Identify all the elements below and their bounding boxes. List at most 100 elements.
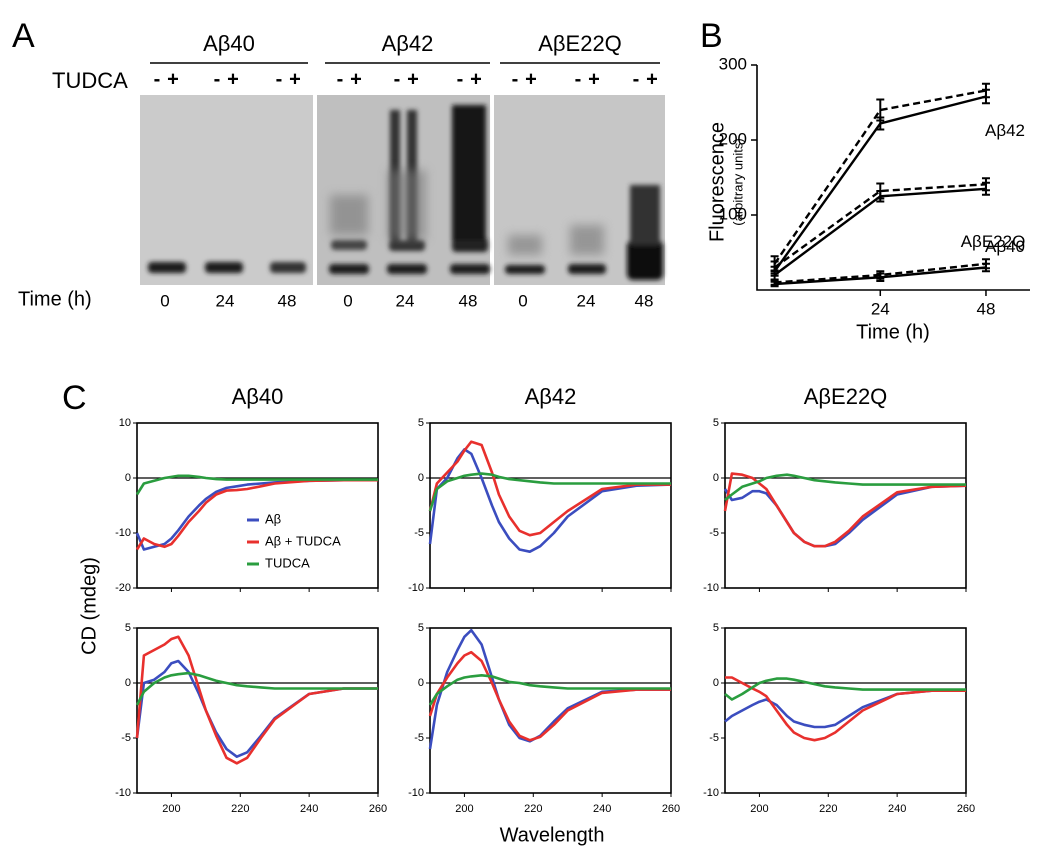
x-tick-label: 48 — [977, 299, 996, 318]
x-tick-label: 260 — [369, 803, 387, 815]
legend-label: Aβ — [265, 511, 281, 526]
error-bar — [981, 177, 990, 192]
sign-plus: + — [289, 68, 301, 90]
x-tick-label: 240 — [593, 803, 611, 815]
gel — [140, 95, 313, 285]
y-tick-label: 5 — [713, 622, 719, 634]
y-tick-label: -10 — [408, 787, 424, 799]
cd-spectrum — [135, 635, 378, 765]
y-tick-label: -5 — [121, 732, 131, 744]
series-label: Aβ42 — [985, 121, 1025, 140]
cd-spectrum — [724, 677, 966, 701]
x-tick-label: 200 — [162, 803, 180, 815]
cd-spectrum — [723, 472, 967, 548]
x-tick-label: 220 — [819, 803, 837, 815]
error-bar — [876, 270, 885, 280]
y-tick-label: -20 — [115, 582, 131, 594]
y-tick-label: -5 — [414, 527, 424, 539]
y-tick-label: -5 — [414, 732, 424, 744]
cd-spectrum — [724, 689, 966, 729]
time-tick-label: 0 — [518, 291, 527, 310]
y-axis-note: (arbitrary units) — [730, 138, 745, 225]
sign-plus: + — [588, 68, 600, 90]
y-tick-label: 200 — [719, 129, 747, 148]
x-tick-label: 240 — [888, 803, 906, 815]
y-tick-label: 0 — [713, 677, 719, 689]
y-tick-label: 5 — [418, 622, 424, 634]
x-axis-label: Wavelength — [500, 824, 605, 846]
group-label: Aβ42 — [382, 31, 434, 56]
panel-letter: C — [62, 379, 87, 417]
cd-spectrum — [135, 671, 378, 706]
sign-minus: - — [154, 68, 161, 90]
cd-spectrum — [428, 650, 671, 742]
group-label: AβE22Q — [538, 31, 622, 56]
y-tick-label: -10 — [115, 787, 131, 799]
sign-plus: + — [646, 68, 658, 90]
x-tick-label: 200 — [750, 803, 768, 815]
legend-label: TUDCA — [265, 555, 310, 570]
cd-spectrum — [135, 474, 378, 496]
y-tick-label: 5 — [713, 417, 719, 429]
group-label: Aβ40 — [203, 31, 255, 56]
error-bar — [981, 82, 990, 99]
time-tick-label: 0 — [160, 291, 169, 310]
y-tick-label: -10 — [703, 582, 719, 594]
series-label: AβE22Q — [961, 232, 1026, 251]
time-tick-label: 24 — [577, 291, 596, 310]
y-tick-label: -10 — [408, 582, 424, 594]
gel-smears — [330, 170, 604, 255]
y-tick-label: 0 — [125, 677, 131, 689]
x-tick-label: 260 — [662, 803, 680, 815]
y-tick-label: 5 — [125, 622, 131, 634]
error-bar — [876, 98, 885, 122]
plot-frame — [429, 627, 672, 794]
chart-title: AβE22Q — [804, 384, 888, 409]
cd-spectrum — [724, 473, 966, 502]
series-line — [773, 89, 987, 265]
time-tick-label: 48 — [278, 291, 297, 310]
cd-spectrum — [428, 440, 671, 537]
y-tick-label: -5 — [709, 732, 719, 744]
error-bar — [876, 182, 885, 200]
sign-minus: - — [394, 68, 401, 90]
sign-plus: + — [525, 68, 537, 90]
time-tick-label: 48 — [635, 291, 654, 310]
sign-plus: + — [407, 68, 419, 90]
cd-spectrum — [428, 472, 671, 512]
time-tick-label: 0 — [343, 291, 352, 310]
sign-minus: - — [633, 68, 640, 90]
y-tick-label: 0 — [418, 677, 424, 689]
panel-letter: A — [12, 17, 35, 55]
cd-spectrum — [428, 448, 672, 553]
y-axis-label: Fluorescence — [706, 122, 728, 242]
y-tick-label: 300 — [719, 54, 747, 73]
series-label: Aβ40 — [985, 237, 1025, 256]
x-tick-label: 260 — [957, 803, 975, 815]
cd-spectrum — [135, 478, 378, 551]
y-tick-label: 5 — [418, 417, 424, 429]
error-bar — [981, 258, 990, 270]
legend-label: Aβ + TUDCA — [265, 533, 341, 548]
y-tick-label: 0 — [713, 472, 719, 484]
y-tick-label: 100 — [719, 204, 747, 223]
sign-minus: - — [214, 68, 221, 90]
x-tick-label: 240 — [300, 803, 318, 815]
sign-plus: + — [167, 68, 179, 90]
x-axis-label: Time (h) — [856, 321, 930, 343]
cd-spectrum — [725, 676, 966, 742]
sign-plus: + — [227, 68, 239, 90]
time-label: Time (h) — [18, 288, 92, 310]
error-bar — [770, 260, 779, 275]
x-tick-label: 24 — [871, 299, 890, 318]
cd-spectrum — [428, 674, 671, 706]
time-tick-label: 24 — [216, 291, 235, 310]
x-tick-label: 220 — [524, 803, 542, 815]
chart-title: Aβ40 — [232, 384, 284, 409]
treatment-label: TUDCA — [52, 68, 128, 93]
sign-minus: - — [337, 68, 344, 90]
sign-minus: - — [512, 68, 519, 90]
plot-frame — [136, 627, 379, 794]
time-tick-label: 48 — [459, 291, 478, 310]
